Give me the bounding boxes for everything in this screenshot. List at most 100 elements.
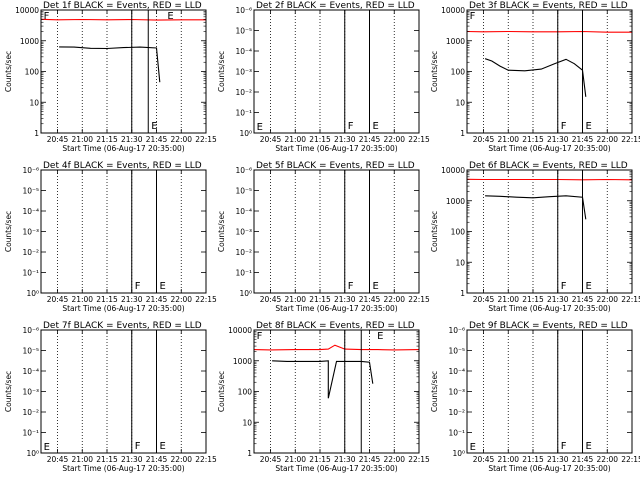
x-tick-label: 21:30 (547, 295, 569, 304)
y-axis-label: Counts/sec (217, 51, 226, 92)
x-tick-label: 21:30 (121, 455, 143, 464)
x-tick-label: 21:00 (284, 295, 306, 304)
x-tick-label: 21:30 (547, 455, 569, 464)
events-series-line (59, 46, 161, 83)
y-tick-label: 10⁻⁵ (235, 27, 252, 36)
x-tick-label: 22:00 (170, 135, 192, 144)
panel-title: Det 8f BLACK = Events, RED = LLD (256, 321, 415, 331)
x-tick-label: 22:00 (596, 295, 618, 304)
y-tick-label: 10⁻⁵ (448, 347, 465, 356)
y-axis-label: Counts/sec (430, 211, 439, 252)
x-axis-label: Start Time (06-Aug-17 20:35:00) (275, 464, 397, 473)
y-tick-label: 10⁻⁶ (235, 166, 252, 175)
x-tick-label: 20:45 (47, 135, 69, 144)
x-tick-label: 21:00 (71, 135, 93, 144)
marker-label: E (373, 121, 379, 132)
x-tick-label: 21:15 (96, 135, 118, 144)
events-series-line (272, 360, 374, 399)
y-tick-label: 10000 (441, 6, 465, 15)
x-tick-label: 21:30 (334, 455, 356, 464)
panel-title: Det 7f BLACK = Events, RED = LLD (43, 321, 202, 331)
y-tick-label: 1 (460, 289, 465, 298)
x-tick-label: 21:00 (71, 455, 93, 464)
x-tick-label: 22:15 (195, 455, 217, 464)
x-tick-label: 20:45 (47, 295, 69, 304)
y-tick-label: 1 (460, 129, 465, 138)
lld-series-line (40, 18, 206, 21)
panel-title: Det 4f BLACK = Events, RED = LLD (43, 161, 202, 171)
panel-title: Det 3f BLACK = Events, RED = LLD (469, 1, 628, 11)
corner-label: F (257, 331, 263, 342)
x-tick-label: 21:45 (146, 135, 168, 144)
y-tick-label: 10⁻⁵ (22, 187, 39, 196)
x-tick-label: 21:15 (522, 135, 544, 144)
marker-label: F (135, 281, 141, 292)
y-tick-label: 10000 (441, 166, 465, 175)
y-tick-label: 10⁻⁴ (235, 207, 252, 216)
corner-label: F (470, 11, 476, 22)
marker-label: E (373, 281, 379, 292)
y-tick-label: 1000 (446, 197, 465, 206)
y-axis-label: Counts/sec (4, 211, 13, 252)
y-axis-label: Counts/sec (430, 371, 439, 412)
y-tick-label: 1 (247, 449, 252, 458)
y-tick-label: 10⁻¹ (22, 269, 39, 278)
x-tick-label: 21:15 (309, 455, 331, 464)
panel-7: Det 7f BLACK = Events, RED = LLD F E E 20:45… (4, 321, 217, 473)
marker-label: E (586, 121, 592, 132)
y-tick-label: 100 (238, 388, 253, 397)
y-tick-label: 100 (451, 68, 466, 77)
x-tick-label: 21:45 (572, 455, 594, 464)
x-tick-label: 22:00 (170, 455, 192, 464)
x-tick-label: 22:15 (621, 135, 640, 144)
y-tick-label: 10 (242, 418, 252, 427)
lld-series-line (466, 178, 633, 181)
x-tick-label: 22:00 (383, 455, 405, 464)
x-tick-label: 20:45 (260, 135, 282, 144)
y-tick-label: 10⁻² (448, 408, 465, 417)
marker-label: F (135, 441, 141, 452)
marker-label: F (561, 281, 567, 292)
y-tick-label: 10⁻¹ (22, 429, 39, 438)
y-tick-label: 100 (451, 228, 466, 237)
y-tick-label: 10000 (228, 326, 252, 335)
x-tick-label: 22:15 (621, 295, 640, 304)
y-tick-label: 1000 (20, 37, 39, 46)
x-tick-label: 21:30 (121, 135, 143, 144)
x-tick-label: 21:45 (359, 135, 381, 144)
x-tick-label: 20:45 (260, 455, 282, 464)
y-tick-label: 10⁻⁶ (448, 326, 465, 335)
y-tick-label: 10000 (15, 6, 39, 15)
x-tick-label: 22:15 (408, 295, 430, 304)
y-tick-label: 10⁻² (22, 408, 39, 417)
x-tick-label: 22:15 (621, 455, 640, 464)
lld-series-line (253, 344, 420, 351)
panel-title: Det 6f BLACK = Events, RED = LLD (469, 161, 628, 171)
corner-label: E (44, 442, 50, 453)
x-axis-label: Start Time (06-Aug-17 20:35:00) (62, 144, 184, 153)
panel-title: Det 9f BLACK = Events, RED = LLD (469, 321, 628, 331)
marker-label: F (348, 121, 354, 132)
corner-label: E (167, 11, 173, 22)
events-series-line (484, 58, 587, 97)
y-tick-label: 10 (455, 98, 465, 107)
corner-label: E (470, 442, 476, 453)
panel-9: Det 9f BLACK = Events, RED = LLD F E E 20:45… (430, 321, 640, 473)
x-tick-label: 21:30 (334, 295, 356, 304)
y-tick-label: 1000 (446, 37, 465, 46)
panel-title: Det 5f BLACK = Events, RED = LLD (256, 161, 415, 171)
x-tick-label: 21:00 (284, 135, 306, 144)
y-axis-label: Counts/sec (217, 371, 226, 412)
y-tick-label: 10 (29, 98, 39, 107)
corner-label: E (257, 122, 263, 133)
x-tick-label: 22:15 (408, 455, 430, 464)
corner-label: F (44, 11, 50, 22)
x-tick-label: 20:45 (47, 455, 69, 464)
y-tick-label: 10⁻⁴ (235, 47, 252, 56)
y-tick-label: 10⁻³ (22, 388, 39, 397)
y-axis-label: Counts/sec (430, 51, 439, 92)
